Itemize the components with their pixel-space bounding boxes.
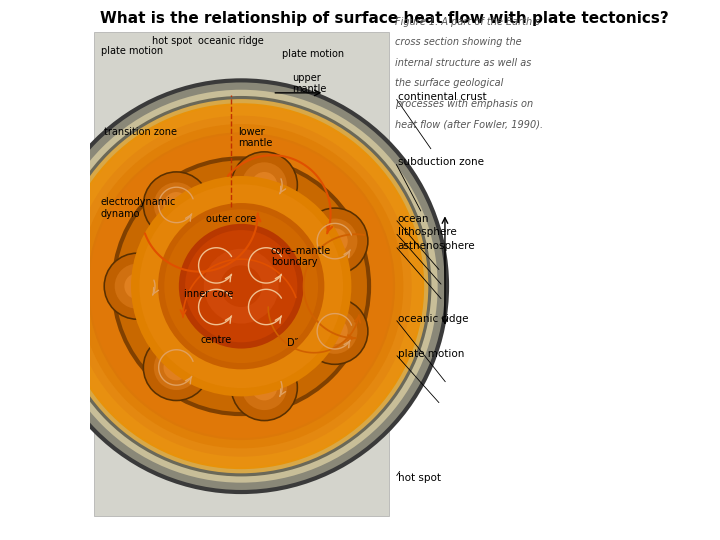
- Text: lower
mantle: lower mantle: [238, 127, 273, 148]
- Circle shape: [154, 183, 199, 227]
- Circle shape: [58, 103, 424, 469]
- Circle shape: [251, 172, 277, 198]
- FancyBboxPatch shape: [94, 32, 389, 516]
- Circle shape: [51, 96, 431, 476]
- Text: asthenosphere: asthenosphere: [397, 241, 475, 251]
- Circle shape: [322, 319, 348, 344]
- Circle shape: [60, 105, 422, 467]
- Circle shape: [115, 160, 367, 412]
- Text: ocean: ocean: [397, 214, 429, 224]
- Circle shape: [131, 176, 351, 396]
- Circle shape: [322, 228, 348, 254]
- Circle shape: [114, 264, 160, 309]
- Circle shape: [242, 163, 287, 207]
- Text: continental crust: continental crust: [397, 92, 487, 102]
- Circle shape: [104, 252, 171, 320]
- Circle shape: [105, 254, 169, 319]
- Circle shape: [54, 99, 428, 473]
- Circle shape: [302, 209, 367, 273]
- Text: hot spot: hot spot: [152, 36, 192, 45]
- Text: Figure 1. A part of the Earth's: Figure 1. A part of the Earth's: [395, 17, 540, 26]
- Text: centre: centre: [201, 335, 232, 345]
- Text: heat flow (after Fowler, 1990).: heat flow (after Fowler, 1990).: [395, 119, 543, 129]
- Text: core–mantle
boundary: core–mantle boundary: [271, 246, 331, 267]
- Text: inner core: inner core: [184, 289, 234, 299]
- Text: transition zone: transition zone: [104, 127, 176, 137]
- Text: plate motion: plate motion: [282, 49, 344, 59]
- Text: oceanic ridge: oceanic ridge: [397, 314, 468, 323]
- Circle shape: [232, 355, 297, 420]
- Circle shape: [163, 355, 189, 380]
- Circle shape: [37, 83, 445, 490]
- Text: subduction zone: subduction zone: [397, 157, 484, 167]
- Text: electrodynamic
dynamo: electrodynamic dynamo: [101, 197, 176, 219]
- Circle shape: [220, 266, 262, 307]
- Text: cross section showing the: cross section showing the: [395, 37, 522, 47]
- Text: internal structure as well as: internal structure as well as: [395, 58, 531, 68]
- Circle shape: [230, 151, 298, 219]
- Circle shape: [185, 230, 297, 342]
- Circle shape: [301, 298, 369, 365]
- Text: processes with emphasis on: processes with emphasis on: [395, 99, 534, 109]
- Circle shape: [302, 299, 367, 363]
- Circle shape: [45, 90, 438, 483]
- Circle shape: [158, 203, 324, 369]
- Circle shape: [179, 224, 304, 349]
- Circle shape: [143, 334, 210, 401]
- Text: outer core: outer core: [206, 214, 256, 224]
- Circle shape: [125, 273, 150, 299]
- Text: lithosphere: lithosphere: [397, 227, 456, 237]
- Circle shape: [87, 132, 395, 440]
- Circle shape: [112, 156, 371, 416]
- Circle shape: [230, 354, 298, 421]
- Circle shape: [301, 207, 369, 275]
- Circle shape: [143, 171, 210, 239]
- Circle shape: [204, 249, 279, 323]
- Circle shape: [251, 375, 277, 401]
- Text: What is the relationship of surface heat flow with plate tectonics?: What is the relationship of surface heat…: [99, 11, 668, 26]
- Circle shape: [79, 124, 403, 448]
- Text: plate motion: plate motion: [397, 349, 464, 359]
- Circle shape: [144, 173, 209, 237]
- Text: D″: D″: [287, 338, 298, 348]
- Circle shape: [71, 116, 412, 457]
- Circle shape: [140, 184, 343, 388]
- Text: upper
mantle: upper mantle: [292, 73, 327, 94]
- Text: oceanic ridge: oceanic ridge: [198, 36, 264, 45]
- Circle shape: [312, 219, 357, 264]
- Circle shape: [163, 192, 189, 218]
- Circle shape: [242, 365, 287, 410]
- Circle shape: [312, 309, 357, 354]
- Text: the surface geological: the surface geological: [395, 78, 503, 88]
- Circle shape: [144, 335, 209, 400]
- Circle shape: [63, 107, 420, 465]
- Circle shape: [89, 134, 393, 438]
- Circle shape: [33, 78, 449, 494]
- Text: hot spot: hot spot: [397, 473, 441, 483]
- Circle shape: [154, 345, 199, 390]
- Text: plate motion: plate motion: [101, 46, 163, 56]
- Circle shape: [232, 153, 297, 217]
- Circle shape: [164, 210, 318, 363]
